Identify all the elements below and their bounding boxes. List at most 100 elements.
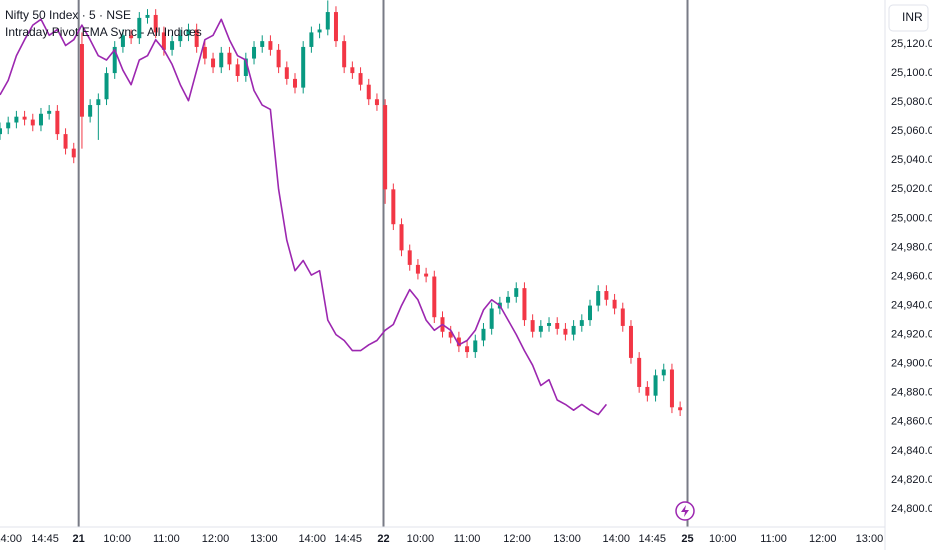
candle-body — [129, 35, 134, 39]
candle-body — [317, 29, 322, 33]
currency-label[interactable]: INR — [902, 10, 923, 24]
candle-body — [186, 29, 191, 36]
candle-body — [506, 296, 511, 303]
candle-body — [678, 407, 683, 411]
x-tick-label: 14:45 — [31, 533, 59, 545]
chart-title: Nifty 50 Index · 5 · NSE — [5, 8, 131, 22]
x-tick-label: 10:00 — [103, 533, 131, 545]
replay-icon[interactable] — [675, 501, 695, 521]
candle-body — [0, 128, 2, 135]
candle-body — [571, 325, 576, 335]
candle-body — [399, 224, 404, 251]
x-tick-label: 14:45 — [639, 533, 667, 545]
x-tick-label: 14:00 — [298, 533, 326, 545]
candle-body — [145, 14, 150, 18]
y-tick-label: 25,060.00 — [891, 125, 932, 137]
candle-body — [38, 113, 43, 126]
candle-body — [55, 110, 60, 135]
candle-body — [555, 323, 560, 329]
candle-body — [481, 328, 486, 341]
y-tick-label: 24,900.00 — [891, 358, 932, 370]
candle-body — [30, 119, 35, 126]
y-tick-label: 25,000.00 — [891, 212, 932, 224]
candle-body — [456, 337, 461, 347]
candle-body — [96, 99, 101, 106]
candle-body — [153, 14, 158, 33]
candle-body — [563, 328, 568, 335]
candle-body — [514, 288, 519, 297]
y-tick-label: 24,820.00 — [891, 474, 932, 486]
candle-body — [358, 73, 363, 85]
candle-body — [366, 84, 371, 100]
candle-body — [415, 264, 420, 274]
candle-body — [407, 250, 412, 265]
x-tick-label: 14:45 — [334, 533, 362, 545]
candle-body — [325, 12, 330, 30]
y-tick-label: 24,980.00 — [891, 241, 932, 253]
candle-body — [489, 308, 494, 329]
y-tick-label: 25,120.00 — [891, 38, 932, 50]
candle-body — [219, 52, 224, 68]
candle-body — [112, 46, 117, 74]
candle-body — [653, 375, 658, 396]
candle-body — [276, 49, 281, 68]
candle-body — [268, 41, 273, 50]
y-tick-label: 25,020.00 — [891, 183, 932, 195]
y-tick-label: 25,080.00 — [891, 96, 932, 108]
candle-body — [71, 148, 76, 158]
candle-body — [194, 29, 199, 47]
indicator-name: Intraday Pivot EMA Sync - All Indices — [5, 25, 202, 39]
candle-body — [14, 116, 19, 123]
x-tick-label: 12:00 — [809, 533, 837, 545]
x-tick-label: 14:00 — [602, 533, 630, 545]
candle-body — [88, 105, 93, 117]
candle-body — [547, 323, 552, 326]
candle-body — [202, 46, 207, 59]
candle-body — [47, 110, 52, 114]
y-tick-label: 24,880.00 — [891, 387, 932, 399]
candle-body — [669, 369, 674, 408]
candle-body — [579, 320, 584, 326]
y-tick-label: 25,100.00 — [891, 67, 932, 79]
candle-body — [588, 305, 592, 321]
candle-body — [243, 58, 248, 76]
x-tick-label: 11:00 — [760, 533, 787, 545]
candle-body — [645, 386, 650, 396]
y-tick-label: 24,960.00 — [891, 270, 932, 282]
candle-body — [383, 105, 388, 190]
x-tick-label: 11:00 — [454, 533, 481, 545]
candle-body — [22, 116, 27, 120]
candle-body — [522, 288, 527, 321]
candle-body — [350, 67, 355, 74]
candle-body — [301, 46, 306, 88]
x-tick-label: 11:00 — [153, 533, 180, 545]
candle-body — [63, 134, 68, 149]
candle-body — [252, 46, 257, 59]
x-tick-label: 13:00 — [553, 533, 581, 545]
candle-body — [161, 32, 166, 50]
candle-body — [432, 276, 437, 318]
candle-body — [178, 35, 183, 42]
candle-body — [342, 41, 347, 68]
candle-body — [448, 331, 453, 338]
candle-body — [424, 273, 429, 277]
candle-body — [211, 58, 216, 68]
candle-body — [374, 99, 379, 106]
candle-body — [620, 308, 625, 326]
candle-body — [661, 369, 666, 376]
x-tick-label: 13:00 — [250, 533, 278, 545]
candle-body — [309, 32, 314, 47]
x-tick-label: 21 — [73, 533, 85, 545]
x-tick-label: 14:00 — [0, 533, 22, 545]
candle-body — [104, 73, 109, 100]
currency-button[interactable] — [888, 4, 929, 32]
candle-body — [293, 78, 297, 88]
x-tick-label: 10:00 — [709, 533, 737, 545]
candle-body — [120, 35, 125, 47]
indicator-line — [0, 18, 608, 416]
candle-body — [227, 52, 232, 65]
x-tick-label: 25 — [681, 533, 693, 545]
candle-body — [260, 41, 265, 47]
